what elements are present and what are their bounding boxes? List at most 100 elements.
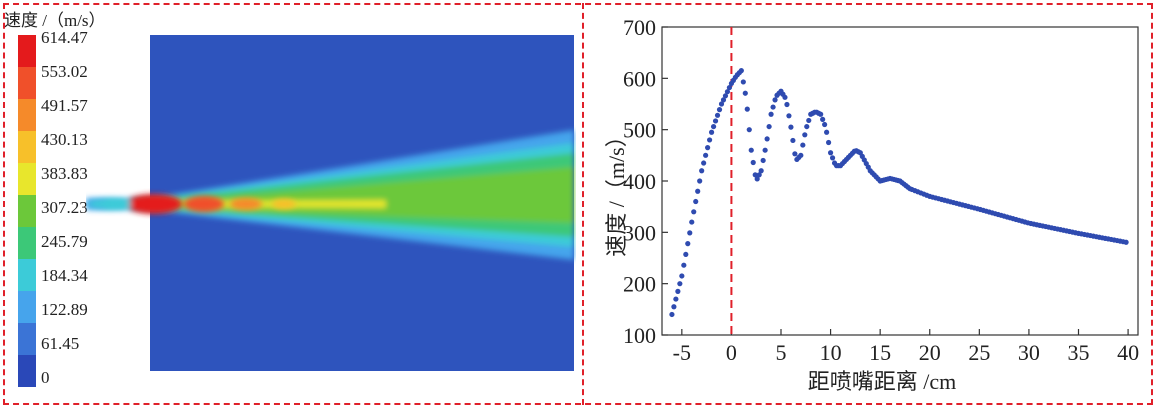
colorbar-segment [18,227,36,260]
data-point [800,142,806,148]
data-point [695,188,701,194]
data-point [782,94,788,100]
data-point [671,304,677,310]
x-tick-label: 10 [820,340,842,365]
x-tick-label: 30 [1018,340,1040,365]
colorbar-segment [18,67,36,100]
colorbar-segment [18,355,36,387]
colorbar-tick-label: 61.45 [41,334,80,353]
colorbar-segment [18,131,36,164]
colorbar-tick-label: 430.13 [41,130,88,149]
colorbar-segment [18,99,36,132]
shock-cell-2 [184,196,224,212]
data-point [824,129,830,135]
data-point [802,132,808,138]
data-point [714,112,721,118]
data-point [712,118,719,124]
data-point [788,124,794,130]
data-point [675,288,681,294]
data-point [722,93,729,99]
data-point [744,106,750,112]
data-point [758,168,764,174]
data-point [804,123,810,130]
data-point [750,159,756,166]
data-point [716,107,723,113]
x-tick-label: 20 [919,340,941,365]
data-point [718,101,725,107]
data-point [687,230,693,236]
data-point [677,281,683,287]
colorbar-tick-label: 0 [41,368,50,387]
legend-title: 速度 /（m/s） [4,11,106,30]
data-point [764,136,770,142]
x-tick-label: 25 [968,340,990,365]
data-point [685,241,691,247]
data-point [756,172,762,178]
colorbar-tick-label: 614.47 [41,28,88,47]
data-point [760,157,766,164]
data-point [691,209,697,215]
data-point [740,79,746,85]
data-point [742,90,748,96]
velocity-scatter-chart: 100 200 300 400 500 600 700 -5 0 5 10 15 20 25 30 35 40 距… [604,15,1139,394]
data-point [683,251,689,258]
x-tick-label: 5 [776,340,787,365]
data-point [1123,239,1129,245]
data-point [826,139,832,146]
colorbar [18,35,36,387]
data-point [786,113,792,119]
data-point [818,111,824,117]
data-point [820,116,826,122]
data-point [766,123,772,130]
data-point [720,97,727,103]
data-point [738,68,744,74]
colorbar-segment [18,291,36,324]
colorbar-tick-label: 553.02 [41,62,88,81]
y-tick-label: 200 [623,272,656,297]
colorbar-tick-label: 307.23 [41,198,88,217]
x-tick-label: 35 [1068,340,1090,365]
panel-divider [582,3,584,405]
data-point [790,137,796,144]
data-point [748,147,754,153]
colorbar-tick-label: 184.34 [41,266,88,285]
y-tick-label: 700 [623,15,656,40]
colorbar-segment [18,323,36,356]
data-point [689,219,695,225]
data-point [827,150,834,156]
data-point [707,137,713,143]
shock-cell-4 [272,199,296,209]
data-point [726,84,733,91]
x-tick-label: 15 [869,340,891,365]
x-tick-label: -5 [673,340,691,365]
x-tick-label: 40 [1117,340,1139,365]
data-point [792,151,798,157]
data-point [829,155,836,161]
data-point [701,160,707,166]
colorbar-segment [18,163,36,196]
colorbar-tick-label: 122.89 [41,300,88,319]
data-point [822,121,828,128]
figure-border [3,3,1153,405]
colorbar-segment [18,259,36,292]
y-tick-label: 100 [623,323,656,348]
colorbar-segment [18,195,36,228]
data-point [724,89,731,95]
data-point [681,262,687,268]
data-point [752,172,758,178]
data-point [770,104,776,110]
x-tick-label: 0 [726,340,737,365]
shock-cell-3 [230,198,262,210]
data-point [673,296,679,302]
data-point [697,178,703,184]
x-axis-label: 距喷嘴距离 /cm [808,369,957,394]
data-point [746,127,752,133]
colorbar-tick-label: 491.57 [41,96,88,115]
data-point [768,111,774,117]
data-point [693,198,699,205]
y-tick-label: 500 [623,118,656,143]
nozzle-jet [88,199,132,209]
data-point [705,145,711,151]
data-point [710,123,717,130]
data-point [798,152,804,158]
